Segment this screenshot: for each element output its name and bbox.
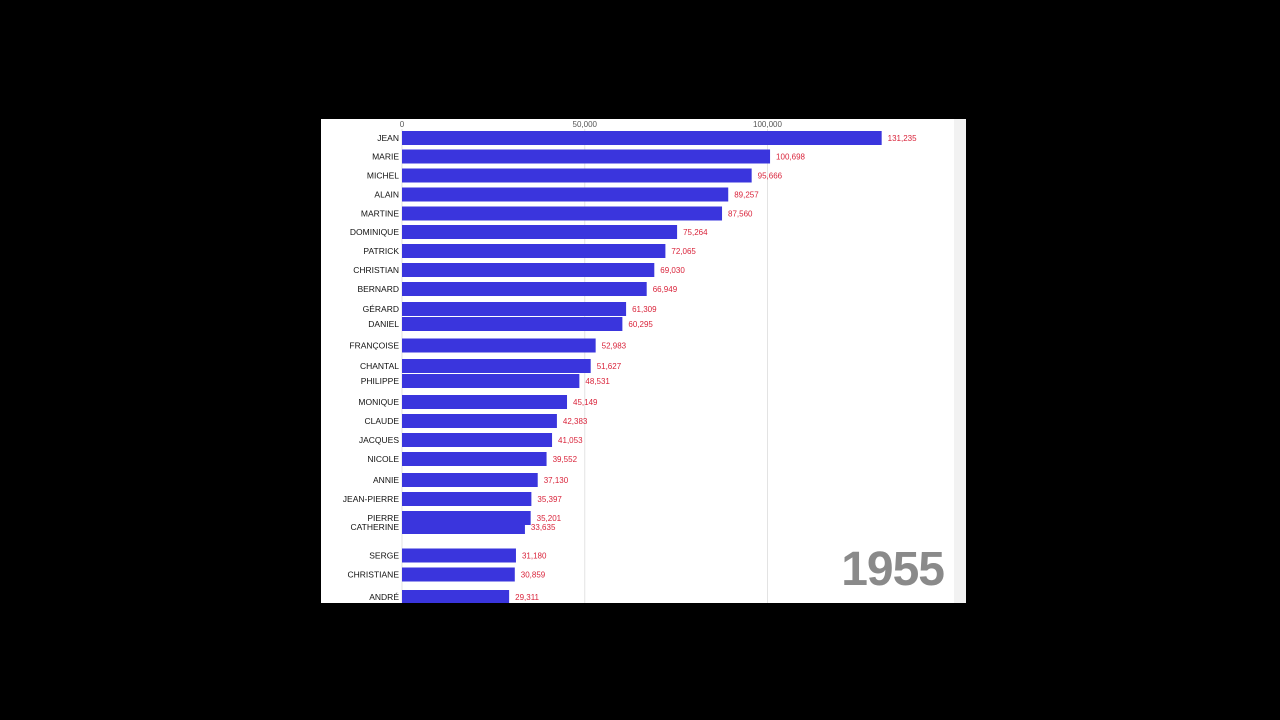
bar xyxy=(402,590,510,603)
category-label: ANDRÉ xyxy=(369,592,399,602)
bar xyxy=(402,317,623,331)
category-label: MARTINE xyxy=(361,209,399,219)
value-label: 33,635 xyxy=(531,523,556,532)
value-label: 41,053 xyxy=(558,436,583,445)
value-label: 100,698 xyxy=(776,153,805,162)
value-label: 42,383 xyxy=(563,417,588,426)
bar xyxy=(402,244,666,258)
category-label: MICHEL xyxy=(367,171,399,181)
category-label: CHRISTIAN xyxy=(353,265,399,275)
value-label: 31,180 xyxy=(522,552,547,561)
value-label: 69,030 xyxy=(660,266,685,275)
bar xyxy=(402,338,596,353)
x-tick-label: 0 xyxy=(400,120,405,129)
category-label: MONIQUE xyxy=(358,397,399,407)
bar xyxy=(402,395,568,409)
bar-chart: 0 50,000 100,000 JEAN 131,235 MARIE 100,698 MI… xyxy=(343,120,917,603)
bar xyxy=(402,473,538,487)
category-label: ALAIN xyxy=(374,190,399,200)
value-label: 75,264 xyxy=(683,228,708,237)
value-label: 95,666 xyxy=(758,172,783,181)
category-label: DOMINIQUE xyxy=(350,227,399,237)
value-label: 35,397 xyxy=(537,495,562,504)
bar xyxy=(402,131,882,145)
value-label: 48,531 xyxy=(585,377,610,386)
category-label: JACQUES xyxy=(359,435,399,445)
bar xyxy=(402,187,729,202)
category-label: ANNIE xyxy=(373,475,399,485)
bar xyxy=(402,168,752,183)
value-label: 30,859 xyxy=(521,571,546,580)
chart-frame: 0 50,000 100,000 JEAN 131,235 MARIE 100,698 MI… xyxy=(321,119,966,603)
year-label: 1955 xyxy=(841,543,945,596)
value-label: 66,949 xyxy=(653,285,678,294)
value-label: 39,552 xyxy=(553,455,578,464)
category-label: PHILIPPE xyxy=(361,376,400,386)
category-label: JEAN xyxy=(377,133,399,143)
value-label: 37,130 xyxy=(544,476,569,485)
bar xyxy=(402,206,723,221)
value-label: 131,235 xyxy=(888,134,917,143)
bar xyxy=(402,359,591,373)
bar xyxy=(402,520,525,534)
bar xyxy=(402,433,553,447)
category-label: JEAN-PIERRE xyxy=(343,494,400,504)
value-label: 52,983 xyxy=(602,342,627,351)
category-label: BERNARD xyxy=(357,284,399,294)
category-label: SERGE xyxy=(369,551,399,561)
bar xyxy=(402,149,771,164)
category-label: NICOLE xyxy=(367,454,399,464)
bar xyxy=(402,414,557,428)
value-label: 61,309 xyxy=(632,305,657,314)
value-label: 29,311 xyxy=(515,593,539,602)
value-label: 72,065 xyxy=(671,247,696,256)
category-label: CLAUDE xyxy=(365,416,400,426)
bar xyxy=(402,374,580,388)
bar xyxy=(402,302,627,316)
x-tick-label: 100,000 xyxy=(753,120,782,129)
category-label: MARIE xyxy=(372,152,399,162)
category-label: CHANTAL xyxy=(360,361,399,371)
bar xyxy=(402,452,547,466)
bar xyxy=(402,548,516,563)
category-label: GÉRARD xyxy=(363,304,399,314)
value-label: 89,257 xyxy=(734,191,759,200)
value-label: 60,295 xyxy=(628,320,653,329)
value-label: 35,201 xyxy=(537,514,562,523)
bar xyxy=(402,567,515,582)
category-label: PIERRE xyxy=(367,513,399,523)
value-label: 87,560 xyxy=(728,210,753,219)
category-label: DANIEL xyxy=(368,319,399,329)
value-label: 45,149 xyxy=(573,398,598,407)
x-tick-label: 50,000 xyxy=(573,120,598,129)
category-label: FRANÇOISE xyxy=(349,341,399,351)
category-label: CATHERINE xyxy=(351,522,400,532)
bar xyxy=(402,263,655,277)
value-label: 51,627 xyxy=(597,362,622,371)
bar xyxy=(402,492,532,506)
scrollbar[interactable] xyxy=(954,119,966,603)
category-label: CHRISTIANE xyxy=(348,570,400,580)
bar xyxy=(402,225,678,239)
category-label: PATRICK xyxy=(363,246,399,256)
bar xyxy=(402,282,647,296)
